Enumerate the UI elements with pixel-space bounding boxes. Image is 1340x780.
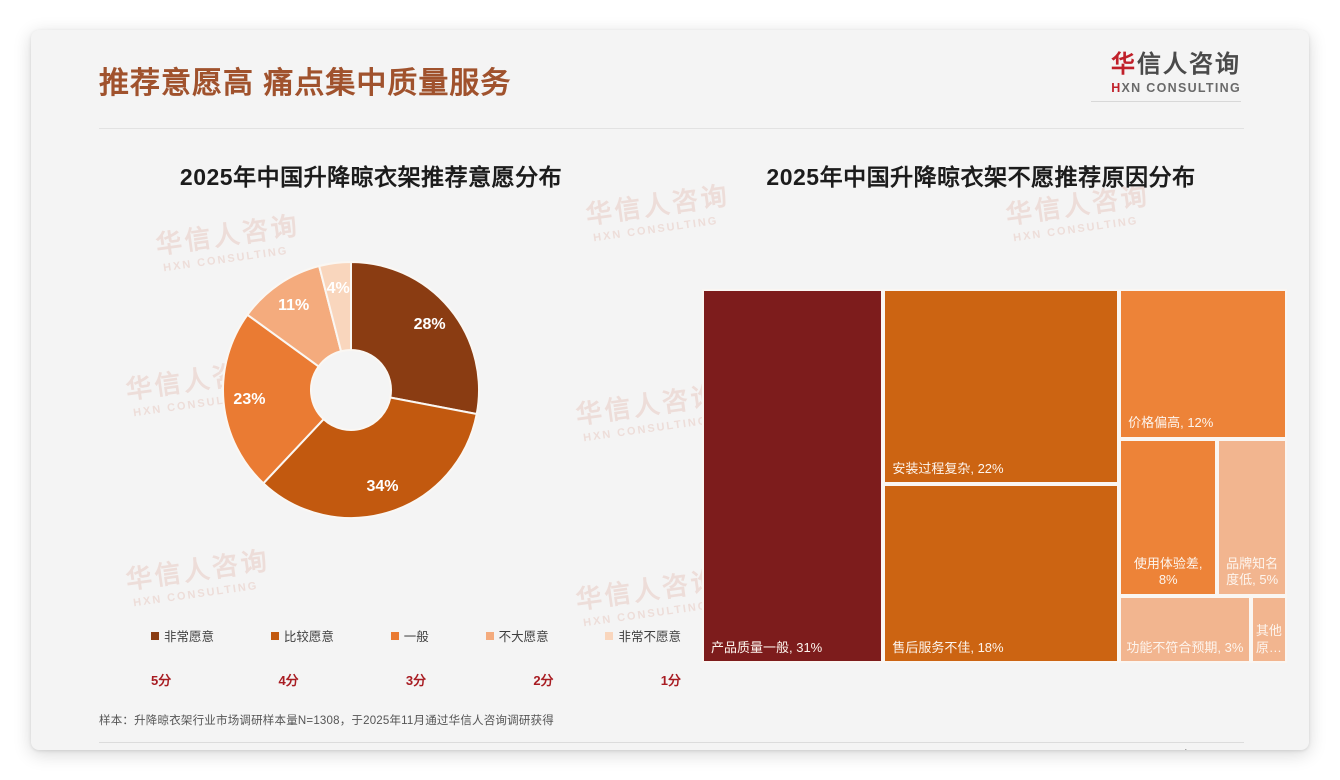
legend-item-label: 比较愿意 xyxy=(283,630,334,644)
treemap-cell-label: 其他原… xyxy=(1255,623,1282,655)
treemap-cell[interactable]: 其他原… xyxy=(1250,595,1287,663)
copyright-text: ©2026.1 HXR华信人咨询 xyxy=(99,749,228,750)
treemap-cell-label: 产品质量一般, 31% xyxy=(711,639,823,655)
legend-item[interactable]: 不大愿意 xyxy=(485,626,549,645)
legend-swatch-icon xyxy=(151,631,159,640)
treemap-cell-label: 安装过程复杂, 22% xyxy=(892,460,1004,476)
treemap-cell-label: 功能不符合预期, 3% xyxy=(1126,639,1244,655)
treemap-cell[interactable]: 价格偏高, 12% xyxy=(1119,289,1287,439)
page-title: 推荐意愿高 痛点集中质量服务 xyxy=(99,67,512,100)
score-label: 1分 xyxy=(660,673,681,688)
legend-swatch-icon xyxy=(605,631,614,640)
donut-slice[interactable] xyxy=(350,260,480,416)
donut-slice[interactable] xyxy=(317,260,352,353)
donut-slice-label: 4% xyxy=(327,280,350,297)
footer-divider xyxy=(99,742,1244,743)
legend-item-label: 一般 xyxy=(403,630,429,644)
right-chart-title: 2025年中国升降晾衣架不愿推荐原因分布 xyxy=(766,164,1196,190)
header-divider xyxy=(99,128,1244,129)
legend-item[interactable]: 比较愿意 xyxy=(270,626,334,645)
logo-divider xyxy=(1091,101,1241,103)
legend-item-label: 非常不愿意 xyxy=(618,630,681,644)
treemap-cell-label: 售后服务不佳, 18% xyxy=(892,639,1004,655)
score-label: 5分 xyxy=(151,673,172,688)
treemap-cell[interactable]: 产品质量一般, 31% xyxy=(702,289,884,663)
score-label: 2分 xyxy=(533,673,554,688)
score-label: 3分 xyxy=(405,673,427,688)
donut-slice-label: 11% xyxy=(278,297,309,314)
right-chart-panel: 2025年中国升降晾衣架不愿推荐原因分布 xyxy=(681,158,1281,192)
logo-english: HXN CONSULTING xyxy=(1111,81,1241,96)
donut-slice-label: 28% xyxy=(414,316,446,333)
treemap-cell-label: 价格偏高, 12% xyxy=(1128,415,1214,431)
left-chart-title: 2025年中国升降晾衣架推荐意愿分布 xyxy=(179,164,563,190)
donut-slice[interactable] xyxy=(222,313,326,485)
donut-svg: 28% 34% 23% 11% 4% xyxy=(222,260,480,519)
treemap-cell[interactable]: 使用体验差, 8% xyxy=(1119,438,1218,596)
legend-swatch-icon xyxy=(390,631,399,640)
treemap-cell[interactable]: 功能不符合预期, 3% xyxy=(1119,595,1251,663)
slide-footer: ©2026.1 HXR华信人咨询 www.hxrcon.com xyxy=(99,749,1244,750)
score-label: 4分 xyxy=(278,673,299,688)
legend-item-label: 非常愿意 xyxy=(164,630,215,644)
legend-item[interactable]: 一般 xyxy=(390,626,429,645)
recommendation-donut-chart: 28% 34% 23% 11% 4% xyxy=(216,255,486,525)
treemap-cell-label: 品牌知名度低, 5% xyxy=(1226,556,1279,588)
sample-footnote: 样本：升降晾衣架行业市场调研样本量N=1308，于2025年11月通过华信人咨询… xyxy=(99,715,554,727)
legend-item[interactable]: 非常愿意 xyxy=(151,626,214,645)
legend-item-label: 不大愿意 xyxy=(498,630,549,644)
watermark: 华信人咨询 HXN CONSULTING xyxy=(123,545,272,610)
company-logo: 华信人咨询 HXN CONSULTING xyxy=(1091,51,1241,103)
treemap-cell[interactable]: 安装过程复杂, 22% xyxy=(883,289,1120,485)
slide-canvas: 华信人咨询 HXN CONSULTING 华信人咨询 HXN CONSULTING … xyxy=(31,30,1309,750)
website-link[interactable]: www.hxrcon.com xyxy=(1157,749,1244,750)
legend-swatch-icon xyxy=(270,631,279,640)
donut-slice-label: 34% xyxy=(367,478,399,495)
score-scale: 5分 4分 3分 2分 1分 xyxy=(151,670,681,689)
treemap-cell[interactable]: 品牌知名度低, 5% xyxy=(1217,438,1287,596)
treemap-cell[interactable]: 售后服务不佳, 18% xyxy=(883,484,1120,663)
treemap-cell-label: 使用体验差, 8% xyxy=(1133,556,1203,588)
slide-header: 推荐意愿高 痛点集中质量服务 华信人咨询 HXN CONSULTING xyxy=(31,30,1309,129)
left-chart-panel: 2025年中国升降晾衣架推荐意愿分布 xyxy=(71,158,671,192)
reasons-treemap-chart: 产品质量一般, 31% 安装过程复杂, 22% 售后服务不佳, 18% 价格偏高, 1… xyxy=(702,289,1287,663)
legend-item[interactable]: 非常不愿意 xyxy=(605,626,681,645)
legend-swatch-icon xyxy=(485,631,494,640)
donut-slice-label: 23% xyxy=(233,391,265,408)
donut-legend: 非常愿意 比较愿意 一般 不大愿意 非常不愿意 xyxy=(151,626,681,645)
logo-chinese: 华信人咨询 xyxy=(1111,51,1241,78)
